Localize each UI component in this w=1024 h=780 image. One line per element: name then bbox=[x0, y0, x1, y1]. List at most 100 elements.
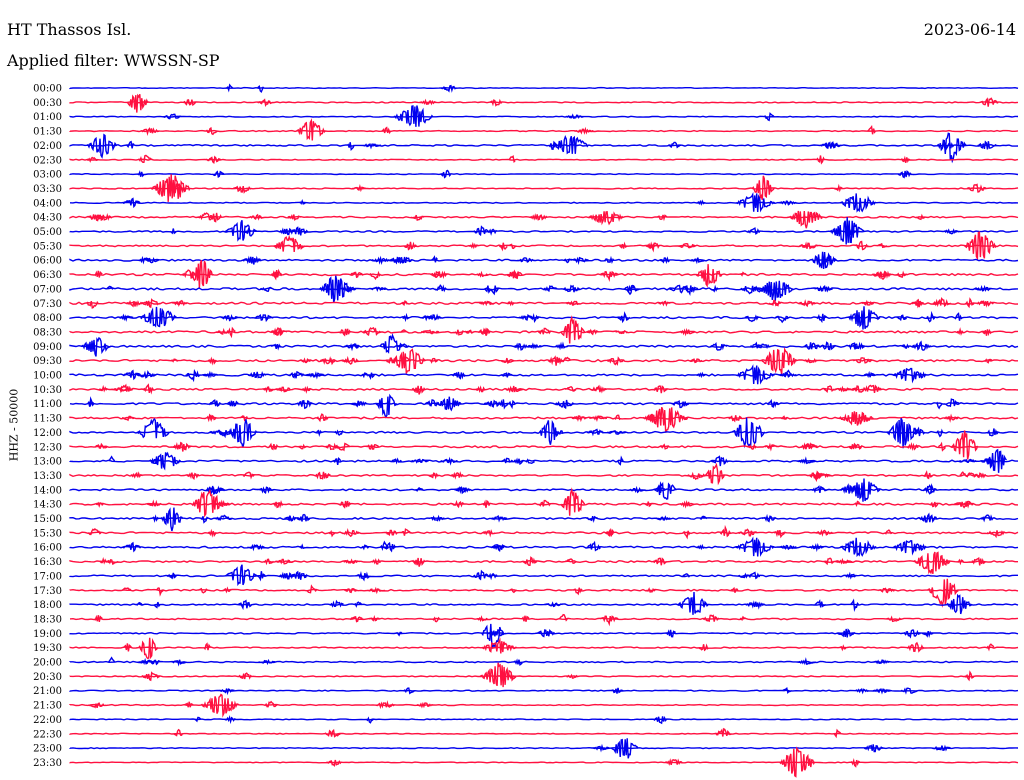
seismic-trace bbox=[69, 536, 1019, 558]
seismic-trace bbox=[69, 662, 1019, 688]
time-tick-label: 05:30 bbox=[33, 241, 62, 252]
seismic-trace bbox=[69, 417, 1019, 449]
time-tick-label: 01:30 bbox=[33, 127, 62, 138]
seismic-trace bbox=[69, 364, 1019, 385]
time-tick-label: 14:30 bbox=[33, 500, 62, 511]
seismic-trace bbox=[69, 551, 1018, 575]
seismic-trace bbox=[69, 83, 1019, 93]
seismic-trace bbox=[69, 105, 1019, 127]
time-tick-label: 12:00 bbox=[33, 428, 62, 439]
time-tick-label: 15:30 bbox=[33, 528, 62, 539]
seismic-trace bbox=[69, 487, 1019, 518]
seismic-trace bbox=[69, 738, 1019, 759]
seismic-trace bbox=[69, 251, 1019, 270]
filter-info: Applied filter: WWSSN-SP bbox=[7, 51, 220, 70]
seismic-trace bbox=[69, 347, 1018, 375]
seismic-trace bbox=[69, 231, 1019, 262]
time-tick-label: 13:00 bbox=[33, 457, 62, 468]
time-tick-label: 02:30 bbox=[33, 155, 62, 166]
time-tick-label: 21:30 bbox=[33, 701, 62, 712]
seismic-trace bbox=[69, 333, 1019, 357]
seismic-trace bbox=[69, 275, 1019, 303]
seismic-trace bbox=[69, 591, 1019, 615]
time-tick-label: 17:30 bbox=[33, 586, 62, 597]
seismic-trace bbox=[69, 383, 1019, 395]
time-tick-label: 19:00 bbox=[33, 629, 62, 640]
time-tick-label: 04:30 bbox=[33, 213, 62, 224]
time-tick-label: 20:00 bbox=[33, 658, 62, 669]
seismic-trace bbox=[69, 613, 1019, 627]
time-tick-label: 05:00 bbox=[33, 227, 62, 238]
filter-label: Applied filter: bbox=[7, 51, 119, 70]
time-tick-label: 04:00 bbox=[33, 198, 62, 209]
seismic-trace bbox=[69, 462, 1019, 486]
time-tick-label: 23:30 bbox=[33, 758, 62, 769]
filter-value: WWSSN-SP bbox=[123, 51, 220, 70]
seismic-trace bbox=[69, 259, 1019, 289]
seismic-trace bbox=[69, 448, 1018, 473]
seismic-trace bbox=[69, 93, 1019, 113]
station-title: HT Thassos Isl. bbox=[7, 20, 132, 39]
time-tick-label: 15:00 bbox=[33, 514, 62, 525]
seismic-trace bbox=[69, 656, 1019, 667]
time-tick-label: 00:30 bbox=[33, 98, 62, 109]
seismic-trace bbox=[69, 727, 1019, 739]
time-tick-label: 06:00 bbox=[33, 256, 62, 267]
time-tick-label: 03:00 bbox=[33, 170, 62, 181]
seismic-trace bbox=[69, 524, 1019, 540]
seismic-trace bbox=[69, 306, 1019, 330]
time-tick-label: 08:30 bbox=[33, 327, 62, 338]
seismic-trace bbox=[69, 132, 1019, 164]
time-tick-label: 21:00 bbox=[33, 686, 62, 697]
time-tick-label: 07:00 bbox=[33, 284, 62, 295]
seismic-trace bbox=[69, 174, 1019, 202]
seismic-trace bbox=[69, 564, 1018, 587]
seismic-trace bbox=[69, 714, 1019, 725]
seismic-trace bbox=[69, 507, 1019, 532]
time-tick-label: 13:30 bbox=[33, 471, 62, 482]
seismic-trace bbox=[69, 430, 1019, 460]
time-tick-label: 17:00 bbox=[33, 571, 62, 582]
time-tick-label: 08:00 bbox=[33, 313, 62, 324]
time-tick-label: 09:00 bbox=[33, 342, 62, 353]
time-tick-label: 01:00 bbox=[33, 112, 62, 123]
seismic-trace bbox=[69, 154, 1019, 165]
seismic-trace bbox=[69, 169, 1019, 179]
seismic-trace bbox=[69, 118, 1019, 141]
time-tick-label: 10:00 bbox=[33, 371, 62, 382]
time-tick-label: 12:30 bbox=[33, 442, 62, 453]
seismic-trace bbox=[69, 478, 1019, 502]
time-tick-label: 14:00 bbox=[33, 485, 62, 496]
time-tick-label: 23:00 bbox=[33, 744, 62, 755]
time-tick-label: 20:30 bbox=[33, 672, 62, 683]
time-tick-label: 06:30 bbox=[33, 270, 62, 281]
seismic-trace bbox=[69, 393, 1019, 419]
time-tick-label: 11:00 bbox=[33, 399, 62, 410]
seismic-trace bbox=[69, 578, 1019, 608]
seismic-trace bbox=[69, 191, 1019, 213]
time-tick-label: 10:30 bbox=[33, 385, 62, 396]
plot-date: 2023-06-14 bbox=[923, 20, 1016, 39]
time-tick-label: 18:30 bbox=[33, 614, 62, 625]
time-tick-label: 07:30 bbox=[33, 299, 62, 310]
time-tick-label: 22:30 bbox=[33, 729, 62, 740]
seismic-trace bbox=[69, 315, 1019, 344]
time-tick-label: 22:00 bbox=[33, 715, 62, 726]
seismic-trace bbox=[69, 693, 1018, 718]
seismic-trace bbox=[69, 296, 1019, 309]
time-tick-label: 18:00 bbox=[33, 600, 62, 611]
time-tick-label: 09:30 bbox=[33, 356, 62, 367]
time-tick-label: 11:30 bbox=[33, 414, 62, 425]
seismic-trace bbox=[69, 210, 1019, 229]
time-tick-label: 03:30 bbox=[33, 184, 62, 195]
time-tick-label: 19:30 bbox=[33, 643, 62, 654]
time-tick-label: 02:00 bbox=[33, 141, 62, 152]
time-tick-label: 16:00 bbox=[33, 543, 62, 554]
time-tick-label: 00:00 bbox=[33, 84, 62, 95]
seismic-trace bbox=[69, 746, 1019, 778]
seismic-trace bbox=[69, 637, 1019, 660]
time-tick-label: 16:30 bbox=[33, 557, 62, 568]
seismic-trace bbox=[69, 623, 1019, 650]
seismic-trace bbox=[69, 686, 1019, 696]
